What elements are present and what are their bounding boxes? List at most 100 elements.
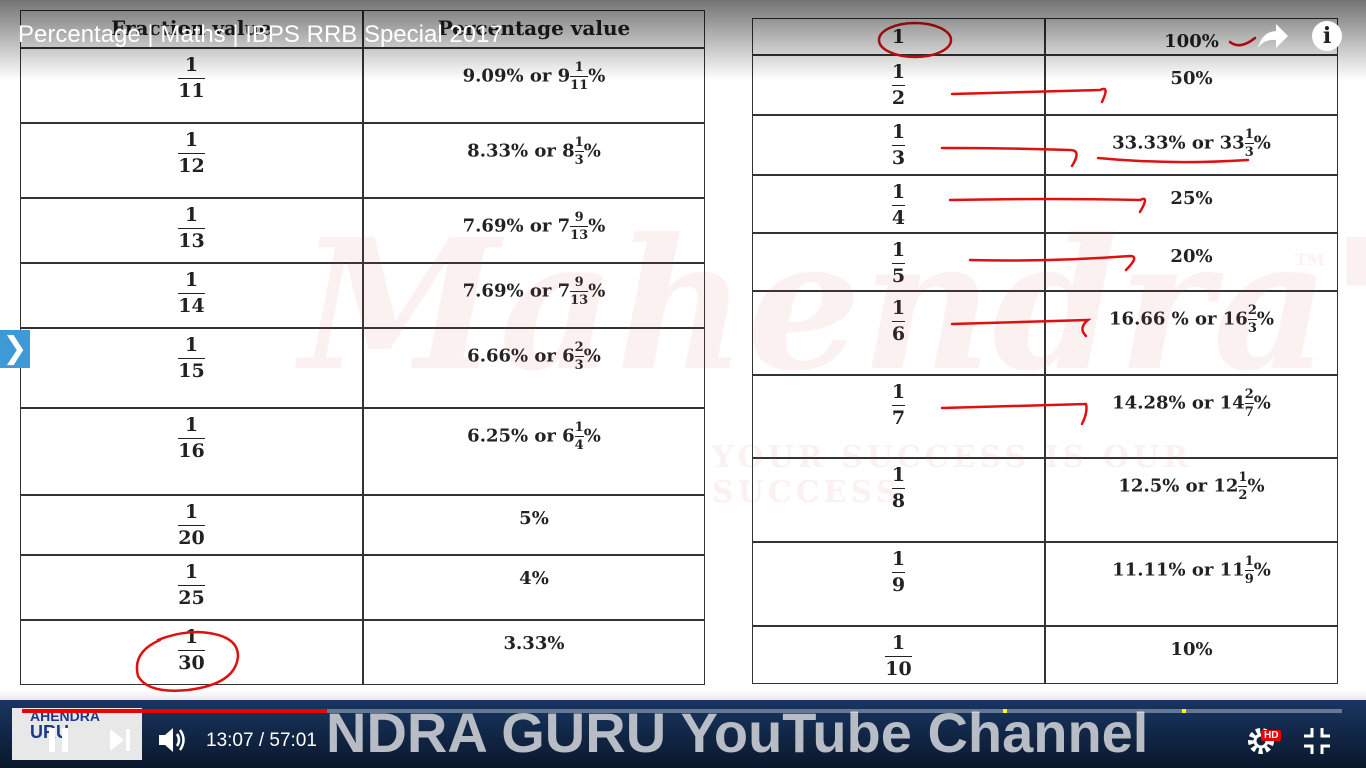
fraction-bar bbox=[891, 144, 906, 146]
fraction: 1 13 bbox=[178, 205, 205, 252]
percentage-text: 3.33% bbox=[503, 633, 565, 654]
numerator: 1 bbox=[891, 632, 906, 654]
fraction-bar bbox=[178, 584, 205, 586]
percentage-cell: 10% bbox=[1045, 626, 1338, 684]
fraction-bar bbox=[1244, 143, 1254, 144]
percentage-cell: 12.5% or 12 1 2% bbox=[1045, 458, 1338, 542]
fraction-cell: 1 30 bbox=[20, 620, 363, 685]
percentage-cell: 6.66% or 6 2 3% bbox=[363, 328, 705, 408]
percent-sign: % bbox=[1256, 308, 1274, 330]
denominator: 14 bbox=[178, 294, 205, 317]
percentage: 8.33% or 8 1 3% bbox=[364, 136, 704, 167]
fraction-bar bbox=[178, 227, 205, 229]
fraction-wrap: 1 13 bbox=[21, 205, 362, 252]
percent-sign: % bbox=[1253, 132, 1271, 154]
percentage-cell: 4% bbox=[363, 555, 705, 620]
tm-mark: TM bbox=[1295, 250, 1325, 269]
percent-sign: % bbox=[588, 280, 606, 302]
chapter-marker bbox=[1003, 709, 1007, 713]
percent-sign: % bbox=[583, 140, 601, 162]
watermark: Mahendra's bbox=[300, 200, 1366, 411]
numerator: 1 bbox=[891, 381, 906, 403]
percentage-cell: 5% bbox=[363, 495, 705, 555]
progress-track[interactable] bbox=[22, 709, 1342, 713]
side-panel-toggle[interactable]: ❯ bbox=[0, 330, 30, 368]
percentage-cell: 16.66 % or 16 2 3% bbox=[1045, 291, 1338, 375]
fraction-bar bbox=[1244, 570, 1254, 571]
denominator: 8 bbox=[891, 489, 906, 512]
numerator: 1 bbox=[184, 501, 199, 523]
percentage-cell: 7.69% or 7 9 13% bbox=[363, 263, 705, 328]
fraction-bar bbox=[574, 356, 584, 357]
percentage-text: 7.69% or 7 bbox=[462, 280, 571, 302]
numerator: 1 bbox=[574, 420, 584, 435]
info-button[interactable]: i bbox=[1312, 21, 1342, 51]
numerator: 1 bbox=[184, 269, 199, 291]
percentage-text: 6.25% or 6 bbox=[467, 425, 575, 447]
denominator: 7 bbox=[1244, 405, 1254, 420]
numerator: 1 bbox=[891, 297, 906, 319]
fraction-bar bbox=[891, 204, 906, 206]
numerator: 9 bbox=[574, 275, 584, 290]
fraction: 1 12 bbox=[178, 129, 205, 177]
numerator: 1 bbox=[891, 548, 906, 570]
numerator: 1 bbox=[184, 129, 199, 151]
fraction: 1 15 bbox=[178, 334, 205, 382]
numerator: 2 bbox=[1244, 387, 1254, 402]
fullscreen-button[interactable] bbox=[1302, 726, 1332, 756]
numerator: 1 bbox=[184, 334, 199, 356]
denominator: 13 bbox=[570, 228, 589, 243]
percentage-text: 12.5% or 12 bbox=[1118, 475, 1239, 497]
denominator: 10 bbox=[885, 657, 912, 680]
volume-button[interactable] bbox=[156, 725, 190, 755]
percentage: 5% bbox=[364, 508, 704, 529]
next-button[interactable] bbox=[106, 725, 136, 755]
denominator: 30 bbox=[178, 651, 205, 674]
denominator: 7 bbox=[891, 406, 906, 429]
denominator: 11 bbox=[570, 78, 589, 93]
fraction: 1 25 bbox=[178, 562, 205, 609]
percentage-cell: 3.33% bbox=[363, 620, 705, 685]
percentage: 12.5% or 12 1 2% bbox=[1046, 471, 1337, 502]
share-button[interactable] bbox=[1252, 18, 1292, 58]
fraction-wrap: 1 20 bbox=[21, 502, 362, 549]
fraction-cell: 1 13 bbox=[20, 198, 363, 263]
fraction-wrap: 1 15 bbox=[21, 335, 362, 382]
denominator: 3 bbox=[1244, 145, 1254, 160]
fraction: 1 20 bbox=[178, 501, 205, 549]
percentage-text: 7.69% or 7 bbox=[462, 215, 571, 237]
video-title[interactable]: Percentage | Maths | IBPS RRB Special 20… bbox=[18, 21, 503, 48]
pause-button[interactable] bbox=[45, 725, 75, 755]
percentage-text: 25% bbox=[1170, 188, 1213, 209]
denominator: 4 bbox=[574, 438, 584, 453]
fraction-bar bbox=[178, 524, 205, 526]
denominator: 20 bbox=[178, 526, 205, 549]
fraction: 1 14 bbox=[178, 269, 205, 317]
percentage-text: 11.11% or 11 bbox=[1112, 559, 1245, 581]
percentage-text: 16.66 % or 16 bbox=[1109, 308, 1248, 330]
fraction-cell: 1 12 bbox=[20, 123, 363, 198]
denominator: 2 bbox=[1238, 488, 1248, 503]
fraction-wrap: 1 16 bbox=[21, 415, 362, 462]
percent-sign: % bbox=[588, 215, 606, 237]
fraction-bar bbox=[178, 357, 205, 359]
percentage-cell: 33.33% or 33 1 3% bbox=[1045, 115, 1338, 175]
numerator: 1 bbox=[891, 239, 906, 261]
banner-text: NDRA GURU YouTube Channel bbox=[326, 701, 1149, 764]
denominator: 9 bbox=[891, 573, 906, 596]
progress-played bbox=[22, 709, 327, 713]
